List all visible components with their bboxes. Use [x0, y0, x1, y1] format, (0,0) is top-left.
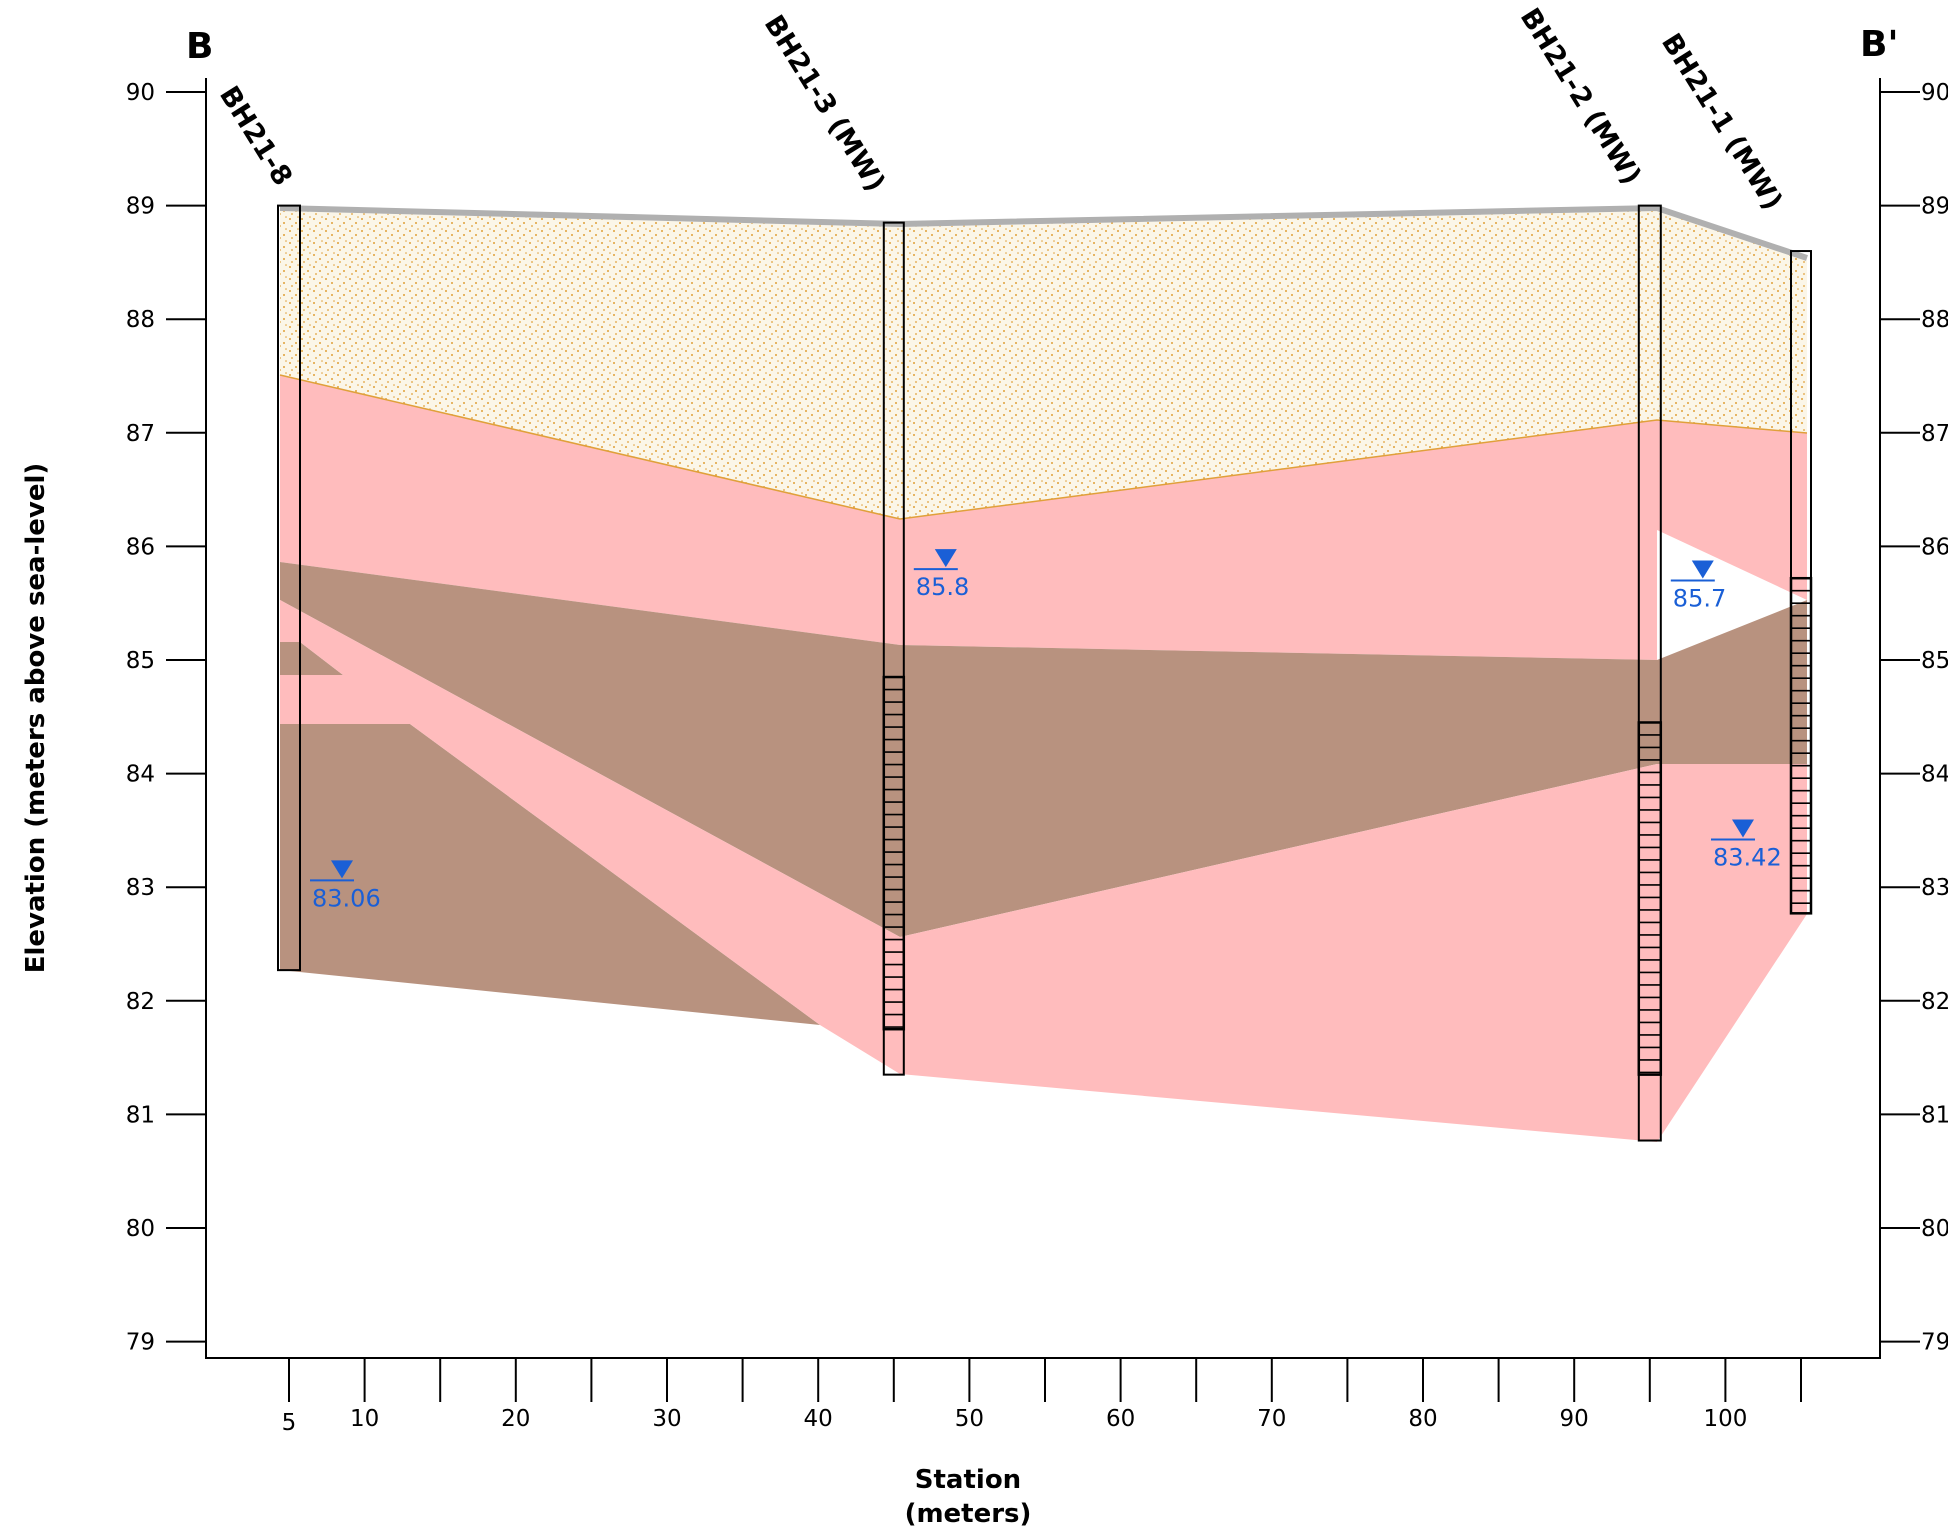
axis-ticks: 90 90 89 89 88 88 87 87 86 86 85 85 84 84 83 83 82 82 81 81…: [126, 80, 1948, 1436]
borehole-column: [1637, 204, 1662, 1142]
water-level-icon: [331, 860, 353, 879]
section-end-label: B': [1860, 24, 1898, 65]
water-level-icon: [934, 549, 957, 568]
borehole-name: BH21-8: [213, 81, 298, 191]
borehole-column: [882, 221, 905, 1076]
borehole-column: [277, 204, 301, 972]
brown-upper-unit: [280, 562, 1807, 937]
pink-lower-unit: [280, 600, 1807, 1142]
station-tick-label: 90: [1560, 1406, 1589, 1432]
station-tick-label: 20: [501, 1406, 530, 1432]
sand-base-contact: [279, 374, 1808, 520]
left-elevation-tick-label: 87: [126, 421, 155, 447]
left-elevation-tick-label: 90: [126, 80, 155, 106]
left-elevation-tick-label: 80: [126, 1216, 155, 1242]
right-elevation-tick-label: 86: [1921, 534, 1948, 560]
borehole-name: BH21-2 (MW): [1514, 3, 1647, 190]
section-start-label: B: [186, 26, 213, 67]
station-tick-label: 10: [350, 1406, 379, 1432]
water-level-label: 83.42: [1713, 843, 1782, 871]
right-elevation-tick-label: 82: [1921, 989, 1948, 1015]
left-elevation-tick-label: 83: [126, 875, 155, 901]
water-level-icon: [1732, 819, 1754, 838]
sand-unit: [280, 211, 1807, 519]
right-elevation-tick-label: 85: [1921, 648, 1948, 674]
left-elevation-tick-label: 81: [126, 1102, 155, 1128]
station-tick-label: 50: [955, 1406, 984, 1432]
station-tick-label: 60: [1106, 1406, 1135, 1432]
left-elevation-tick-label: 88: [126, 307, 155, 333]
station-tick-label: 5: [282, 1410, 297, 1436]
brown-lower-unit: [280, 724, 820, 1025]
ground-surface: [279, 204, 1808, 261]
station-tick-label: 40: [804, 1406, 833, 1432]
pink-upper-unit: [280, 375, 1807, 660]
right-elevation-tick-label: 88: [1921, 307, 1948, 333]
left-elevation-tick-label: 85: [126, 648, 155, 674]
right-elevation-tick-label: 84: [1921, 762, 1948, 788]
stratigraphic-units: [279, 204, 1808, 1142]
y-axis-title: Elevation (meters above sea-level): [21, 463, 51, 974]
station-tick-label: 70: [1257, 1406, 1286, 1432]
left-elevation-tick-label: 84: [126, 762, 155, 788]
water-level-label: 85.8: [916, 573, 969, 601]
water-level-icon: [1691, 560, 1714, 579]
axis-frame: [205, 78, 1881, 1359]
right-elevation-tick-label: 90: [1921, 80, 1948, 106]
station-tick-label: 30: [652, 1406, 681, 1432]
water-level-label: 83.06: [312, 884, 381, 912]
right-elevation-tick-label: 87: [1921, 421, 1948, 447]
left-elevation-tick-label: 86: [126, 534, 155, 560]
right-elevation-tick-label: 79: [1921, 1330, 1948, 1356]
left-elevation-tick-label: 89: [126, 194, 155, 220]
borehole-name: BH21-3 (MW): [758, 10, 891, 197]
borehole-name: BH21-1 (MW): [1655, 28, 1788, 215]
x-axis-title-line2: (meters): [905, 1499, 1032, 1529]
station-tick-label: 100: [1703, 1406, 1747, 1432]
right-elevation-tick-label: 80: [1921, 1216, 1948, 1242]
right-elevation-tick-label: 89: [1921, 194, 1948, 220]
right-elevation-tick-label: 83: [1921, 875, 1948, 901]
brown-lens-unit: [280, 642, 343, 675]
water-level-label: 85.7: [1673, 584, 1726, 612]
left-elevation-tick-label: 79: [126, 1330, 155, 1356]
x-axis-title-line1: Station: [915, 1465, 1021, 1495]
station-tick-label: 80: [1408, 1406, 1437, 1432]
right-elevation-tick-label: 81: [1921, 1102, 1948, 1128]
left-elevation-tick-label: 82: [126, 989, 155, 1015]
